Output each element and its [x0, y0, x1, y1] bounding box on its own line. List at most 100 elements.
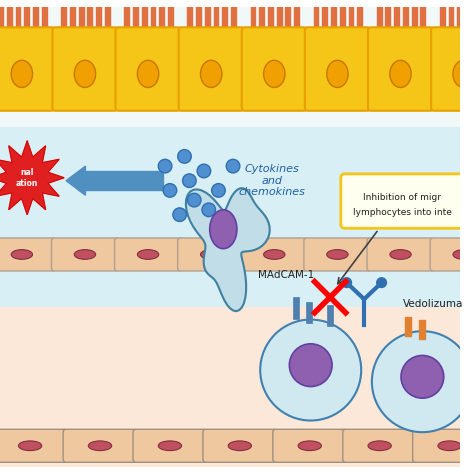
Bar: [331, 3, 336, 30]
Bar: [314, 3, 319, 30]
Polygon shape: [66, 166, 85, 195]
Bar: [16, 3, 20, 30]
Circle shape: [401, 356, 444, 398]
Bar: [385, 3, 390, 30]
Text: MAdCAM-1: MAdCAM-1: [258, 270, 315, 280]
Bar: [205, 3, 210, 30]
Bar: [96, 3, 101, 30]
Circle shape: [377, 278, 386, 288]
FancyBboxPatch shape: [273, 429, 346, 462]
Bar: [124, 3, 129, 30]
Ellipse shape: [390, 250, 411, 259]
Bar: [142, 3, 146, 30]
FancyBboxPatch shape: [304, 238, 371, 271]
Bar: [159, 3, 164, 30]
Text: Vedolizuma: Vedolizuma: [403, 299, 463, 309]
Bar: [42, 3, 46, 30]
Bar: [0, 128, 460, 341]
Ellipse shape: [210, 210, 237, 249]
Circle shape: [173, 208, 186, 221]
Circle shape: [372, 331, 473, 432]
Bar: [214, 3, 219, 30]
Ellipse shape: [368, 441, 392, 451]
Bar: [457, 3, 462, 30]
Ellipse shape: [327, 60, 348, 88]
Bar: [348, 3, 354, 30]
Bar: [412, 3, 417, 30]
FancyBboxPatch shape: [242, 27, 307, 111]
Bar: [133, 3, 138, 30]
FancyBboxPatch shape: [430, 238, 474, 271]
Ellipse shape: [18, 441, 42, 451]
Ellipse shape: [74, 250, 96, 259]
Circle shape: [158, 159, 172, 173]
FancyBboxPatch shape: [0, 27, 55, 111]
Ellipse shape: [158, 441, 182, 451]
Ellipse shape: [264, 250, 285, 259]
Ellipse shape: [453, 250, 474, 259]
Bar: [294, 3, 299, 30]
Bar: [187, 3, 192, 30]
Bar: [285, 3, 290, 30]
Circle shape: [197, 164, 211, 178]
Text: nal: nal: [20, 168, 34, 177]
Circle shape: [187, 193, 201, 207]
Ellipse shape: [264, 60, 285, 88]
Text: ation: ation: [16, 179, 38, 188]
Bar: [440, 3, 445, 30]
Ellipse shape: [228, 441, 252, 451]
FancyBboxPatch shape: [53, 27, 118, 111]
Text: lymphocytes into inte: lymphocytes into inte: [353, 208, 451, 217]
FancyBboxPatch shape: [431, 27, 474, 111]
Ellipse shape: [390, 60, 411, 88]
Bar: [377, 3, 382, 30]
FancyBboxPatch shape: [305, 27, 370, 111]
Bar: [394, 3, 399, 30]
Bar: [327, 305, 333, 326]
Bar: [196, 3, 201, 30]
Circle shape: [212, 183, 225, 197]
Ellipse shape: [201, 60, 222, 88]
Bar: [420, 3, 425, 30]
Bar: [306, 302, 312, 323]
FancyArrowPatch shape: [80, 176, 157, 186]
FancyBboxPatch shape: [413, 429, 474, 462]
Ellipse shape: [438, 441, 461, 451]
Circle shape: [182, 174, 196, 188]
Bar: [268, 3, 273, 30]
Bar: [322, 3, 327, 30]
Ellipse shape: [327, 250, 348, 259]
Circle shape: [342, 278, 352, 288]
Bar: [448, 3, 454, 30]
Circle shape: [260, 319, 361, 420]
Bar: [78, 171, 163, 191]
Bar: [277, 3, 282, 30]
Polygon shape: [0, 141, 64, 215]
Text: Inhibition of migr: Inhibition of migr: [363, 193, 441, 202]
Bar: [70, 3, 75, 30]
FancyBboxPatch shape: [241, 238, 308, 271]
Ellipse shape: [201, 250, 222, 259]
Bar: [0, 3, 3, 30]
FancyBboxPatch shape: [133, 429, 207, 462]
Bar: [466, 3, 471, 30]
Bar: [87, 3, 92, 30]
Text: Cytokines
and
chemokines: Cytokines and chemokines: [238, 164, 305, 197]
Bar: [61, 3, 66, 30]
Bar: [105, 3, 109, 30]
Ellipse shape: [11, 60, 33, 88]
Bar: [0, 307, 460, 467]
Bar: [222, 3, 227, 30]
Bar: [403, 3, 408, 30]
Bar: [357, 3, 362, 30]
FancyBboxPatch shape: [367, 238, 434, 271]
Polygon shape: [186, 188, 270, 311]
Bar: [405, 317, 410, 336]
FancyBboxPatch shape: [368, 27, 433, 111]
Ellipse shape: [74, 60, 96, 88]
Bar: [419, 319, 425, 339]
Bar: [151, 3, 155, 30]
Bar: [33, 3, 38, 30]
Ellipse shape: [298, 441, 321, 451]
FancyBboxPatch shape: [179, 27, 244, 111]
